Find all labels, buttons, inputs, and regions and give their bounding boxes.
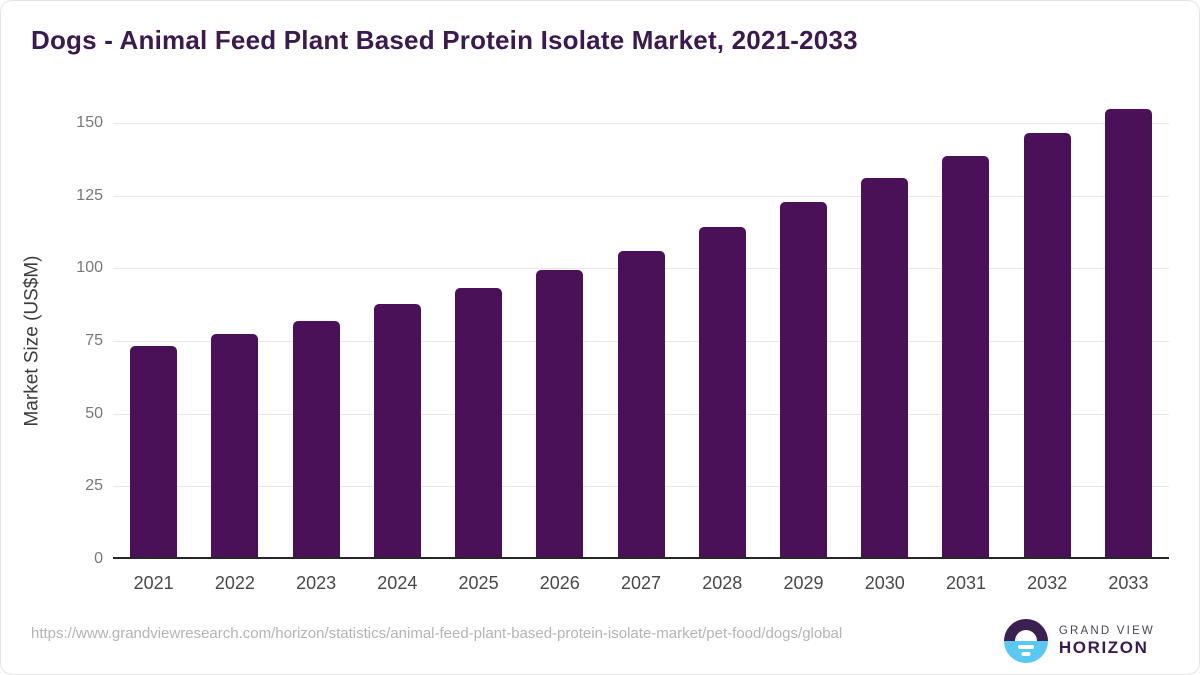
y-axis-tick-labels: 0 25 50 75 100 125 150 <box>31 114 103 567</box>
x-tick-label-2032: 2032 <box>1027 573 1068 593</box>
bar-slot-2024 <box>357 123 438 557</box>
x-tick-label-2033: 2033 <box>1108 573 1149 593</box>
logo-text-grand-view: GRAND VIEW <box>1058 624 1155 637</box>
x-tick-label-2021: 2021 <box>133 573 174 593</box>
sun-dome-shape <box>1014 630 1037 641</box>
y-tick-label: 50 <box>85 404 103 422</box>
x-tick-label-2024: 2024 <box>377 573 418 593</box>
horizon-sun-icon <box>1003 619 1048 663</box>
x-tick-label-2030: 2030 <box>864 573 905 593</box>
x-tick-label-2025: 2025 <box>458 573 499 593</box>
bar-2021 <box>130 345 178 557</box>
bar-2024 <box>373 304 421 557</box>
logo-text: GRAND VIEW HORIZON <box>1059 625 1155 658</box>
y-tick-label: 150 <box>76 114 103 131</box>
x-axis-tick-labels: 2021 2022 2023 2024 2025 2026 2027 2028 2029 2030… <box>113 573 1169 594</box>
x-tick-label-2031: 2031 <box>945 573 986 593</box>
bar-2028 <box>698 226 746 557</box>
grand-view-horizon-logo: GRAND VIEW HORIZON <box>1003 619 1155 663</box>
bar-slot-2029 <box>763 123 844 557</box>
bar-slot-2022 <box>194 123 275 557</box>
bar-slot-2032 <box>1007 123 1088 557</box>
x-tick-label-2026: 2026 <box>539 573 580 593</box>
bar-2027 <box>617 250 665 557</box>
bar-slot-2025 <box>438 123 519 557</box>
x-tick-label-2022: 2022 <box>214 573 255 593</box>
y-tick-label: 0 <box>94 550 103 567</box>
source-url-text: https://www.grandviewresearch.com/horizo… <box>31 625 843 642</box>
y-tick-label: 100 <box>76 259 103 277</box>
bar-2025 <box>455 288 503 557</box>
bar-slot-2023 <box>275 123 356 557</box>
y-tick-label: 75 <box>85 332 103 349</box>
bar-series <box>113 109 1169 557</box>
x-tick-label-2023: 2023 <box>296 573 337 593</box>
logo-text-horizon: HORIZON <box>1058 637 1149 657</box>
bar-slot-2021 <box>113 123 194 557</box>
gridline-125 <box>113 195 1169 197</box>
y-tick-label: 25 <box>85 477 103 495</box>
x-tick-label-2027: 2027 <box>621 573 662 593</box>
bar-2029 <box>779 202 827 557</box>
bar-slot-2033 <box>1088 109 1169 557</box>
plot-area <box>113 109 1169 559</box>
x-tick-label-2029: 2029 <box>783 573 824 593</box>
bar-slot-2026 <box>519 123 600 557</box>
reflection-line-2 <box>1021 652 1031 656</box>
gridline-150 <box>113 123 1169 124</box>
chart-title: Dogs - Animal Feed Plant Based Protein I… <box>31 25 858 55</box>
x-tick-label-2028: 2028 <box>702 573 743 593</box>
y-tick-label: 125 <box>76 186 103 204</box>
bar-slot-2027 <box>600 123 681 557</box>
bar-2022 <box>211 334 259 557</box>
bar-2026 <box>536 270 584 557</box>
bar-slot-2031 <box>925 123 1006 557</box>
bar-2032 <box>1023 133 1071 557</box>
reflection-line-1 <box>1017 645 1034 649</box>
bar-2030 <box>861 178 909 557</box>
bar-2031 <box>942 155 990 557</box>
bar-2023 <box>292 320 340 557</box>
bar-slot-2030 <box>844 123 925 557</box>
bar-2033 <box>1104 109 1152 557</box>
bar-slot-2028 <box>682 123 763 557</box>
